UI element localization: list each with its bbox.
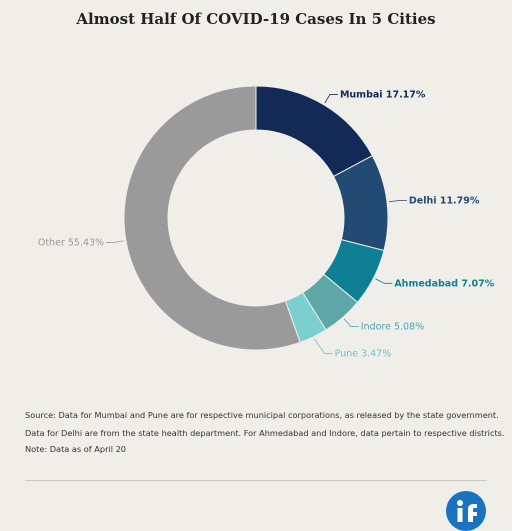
indiaspend-logo-icon	[446, 491, 486, 531]
leader-line-pune	[313, 338, 333, 355]
footer-divider	[25, 480, 487, 481]
data-label-delhi: Delhi 11.79%	[409, 196, 480, 207]
donut-chart: Mumbai 17.17% Delhi 11.79% Ahmedabad 7.07%…	[38, 85, 495, 360]
chart-title: Almost Half Of COVID-19 Cases In 5 Citie…	[76, 10, 436, 28]
leader-line-delhi	[388, 200, 407, 203]
source-note-line-3: Note: Data as of April 20	[25, 444, 127, 454]
data-label-mumbai: Mumbai 17.17%	[340, 89, 426, 100]
source-note-line-2: Data for Delhi are from the state health…	[25, 428, 505, 438]
data-label-indore: Indore 5.08%	[361, 321, 424, 332]
data-label-other: Other 55.43%	[38, 237, 104, 248]
source-note-line-1: Source: Data for Mumbai and Pune are for…	[25, 410, 499, 420]
leader-line-other	[106, 240, 125, 243]
data-label-pune: Pune 3.47%	[335, 349, 392, 360]
data-label-ahmedabad: Ahmedabad 7.07%	[394, 278, 494, 289]
leader-line-indore	[343, 318, 359, 327]
leader-line-mumbai	[324, 94, 338, 104]
slice-other	[123, 85, 301, 351]
leader-line-ahmedabad	[375, 278, 393, 284]
